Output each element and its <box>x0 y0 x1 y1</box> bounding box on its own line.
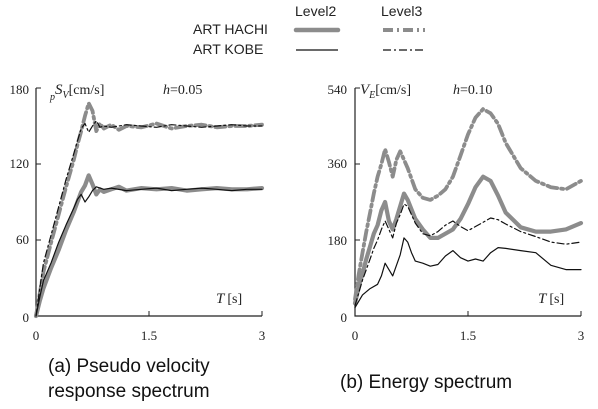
legend-level2-label: Level2 <box>295 3 336 19</box>
panel-a-axes <box>35 88 262 317</box>
panel-b-y-ticks: 540 360 180 0 <box>328 82 348 325</box>
panel-a-series-hachi-l2 <box>33 173 265 319</box>
y-tick-label: 180 <box>328 233 348 248</box>
panel-b-damping-annotation: h=0.10 <box>453 83 492 98</box>
legend-art-hachi-label: ART HACHI <box>193 21 268 37</box>
x-tick-label: 1.5 <box>141 328 157 343</box>
x-tick-label: 3 <box>578 328 585 343</box>
legend: Level2 Level3 ART HACHI ART KOBE <box>193 3 425 57</box>
y-tick-label: 540 <box>328 82 348 97</box>
caption-b: (b) Energy spectrum <box>340 372 512 393</box>
panel-a-x-ticks: 0 1.5 3 <box>33 328 266 343</box>
x-tick-label: 1.5 <box>460 328 476 343</box>
panel-a-y-ticks: 180 120 60 0 <box>10 82 30 325</box>
panel-b-series-kobe-l3 <box>354 203 582 306</box>
panel-a-series-kobe-l2 <box>35 186 263 317</box>
y-tick-label: 60 <box>16 232 29 247</box>
y-tick-label: 180 <box>10 82 30 97</box>
panel-b-x-ticks: 0 1.5 3 <box>352 328 585 343</box>
y-tick-label: 120 <box>10 156 30 171</box>
panel-b-series-kobe-l2 <box>354 237 582 309</box>
x-tick-label: 0 <box>33 328 40 343</box>
y-tick-label: 360 <box>328 156 348 171</box>
panel-a-damping-annotation: h=0.05 <box>163 83 202 98</box>
panel-b-series-hachi-l3 <box>353 107 583 302</box>
x-tick-label: 3 <box>259 328 266 343</box>
panel-b-x-axis-label: T [s] <box>538 291 564 307</box>
legend-level3-label: Level3 <box>381 3 422 19</box>
panel-a-y-axis-label: pSV[cm/s] <box>49 82 104 103</box>
panel-b-series-hachi-l2 <box>352 174 584 306</box>
legend-art-kobe-label: ART KOBE <box>193 41 263 57</box>
caption-a-line2: response spectrum <box>48 381 210 402</box>
y-tick-label: 0 <box>23 310 30 325</box>
panel-b-y-axis-label: VE[cm/s] <box>360 82 411 101</box>
panel-a-series-kobe-l3 <box>35 120 263 317</box>
y-tick-label: 0 <box>341 310 348 325</box>
x-tick-label: 0 <box>352 328 359 343</box>
panel-a-series-hachi-l3 <box>34 101 264 318</box>
panel-a-x-axis-label: T [s] <box>216 291 242 307</box>
caption-a-line1: (a) Pseudo velocity <box>48 356 210 377</box>
chart-energy-spectrum: 540 360 180 0 0 1.5 3 VE[cm/s] h=0.10 T[… <box>328 82 585 343</box>
chart-pseudo-velocity: 180 120 60 0 0 1.5 3 pSV[cm/s] h=0.05 T[… <box>10 82 266 343</box>
